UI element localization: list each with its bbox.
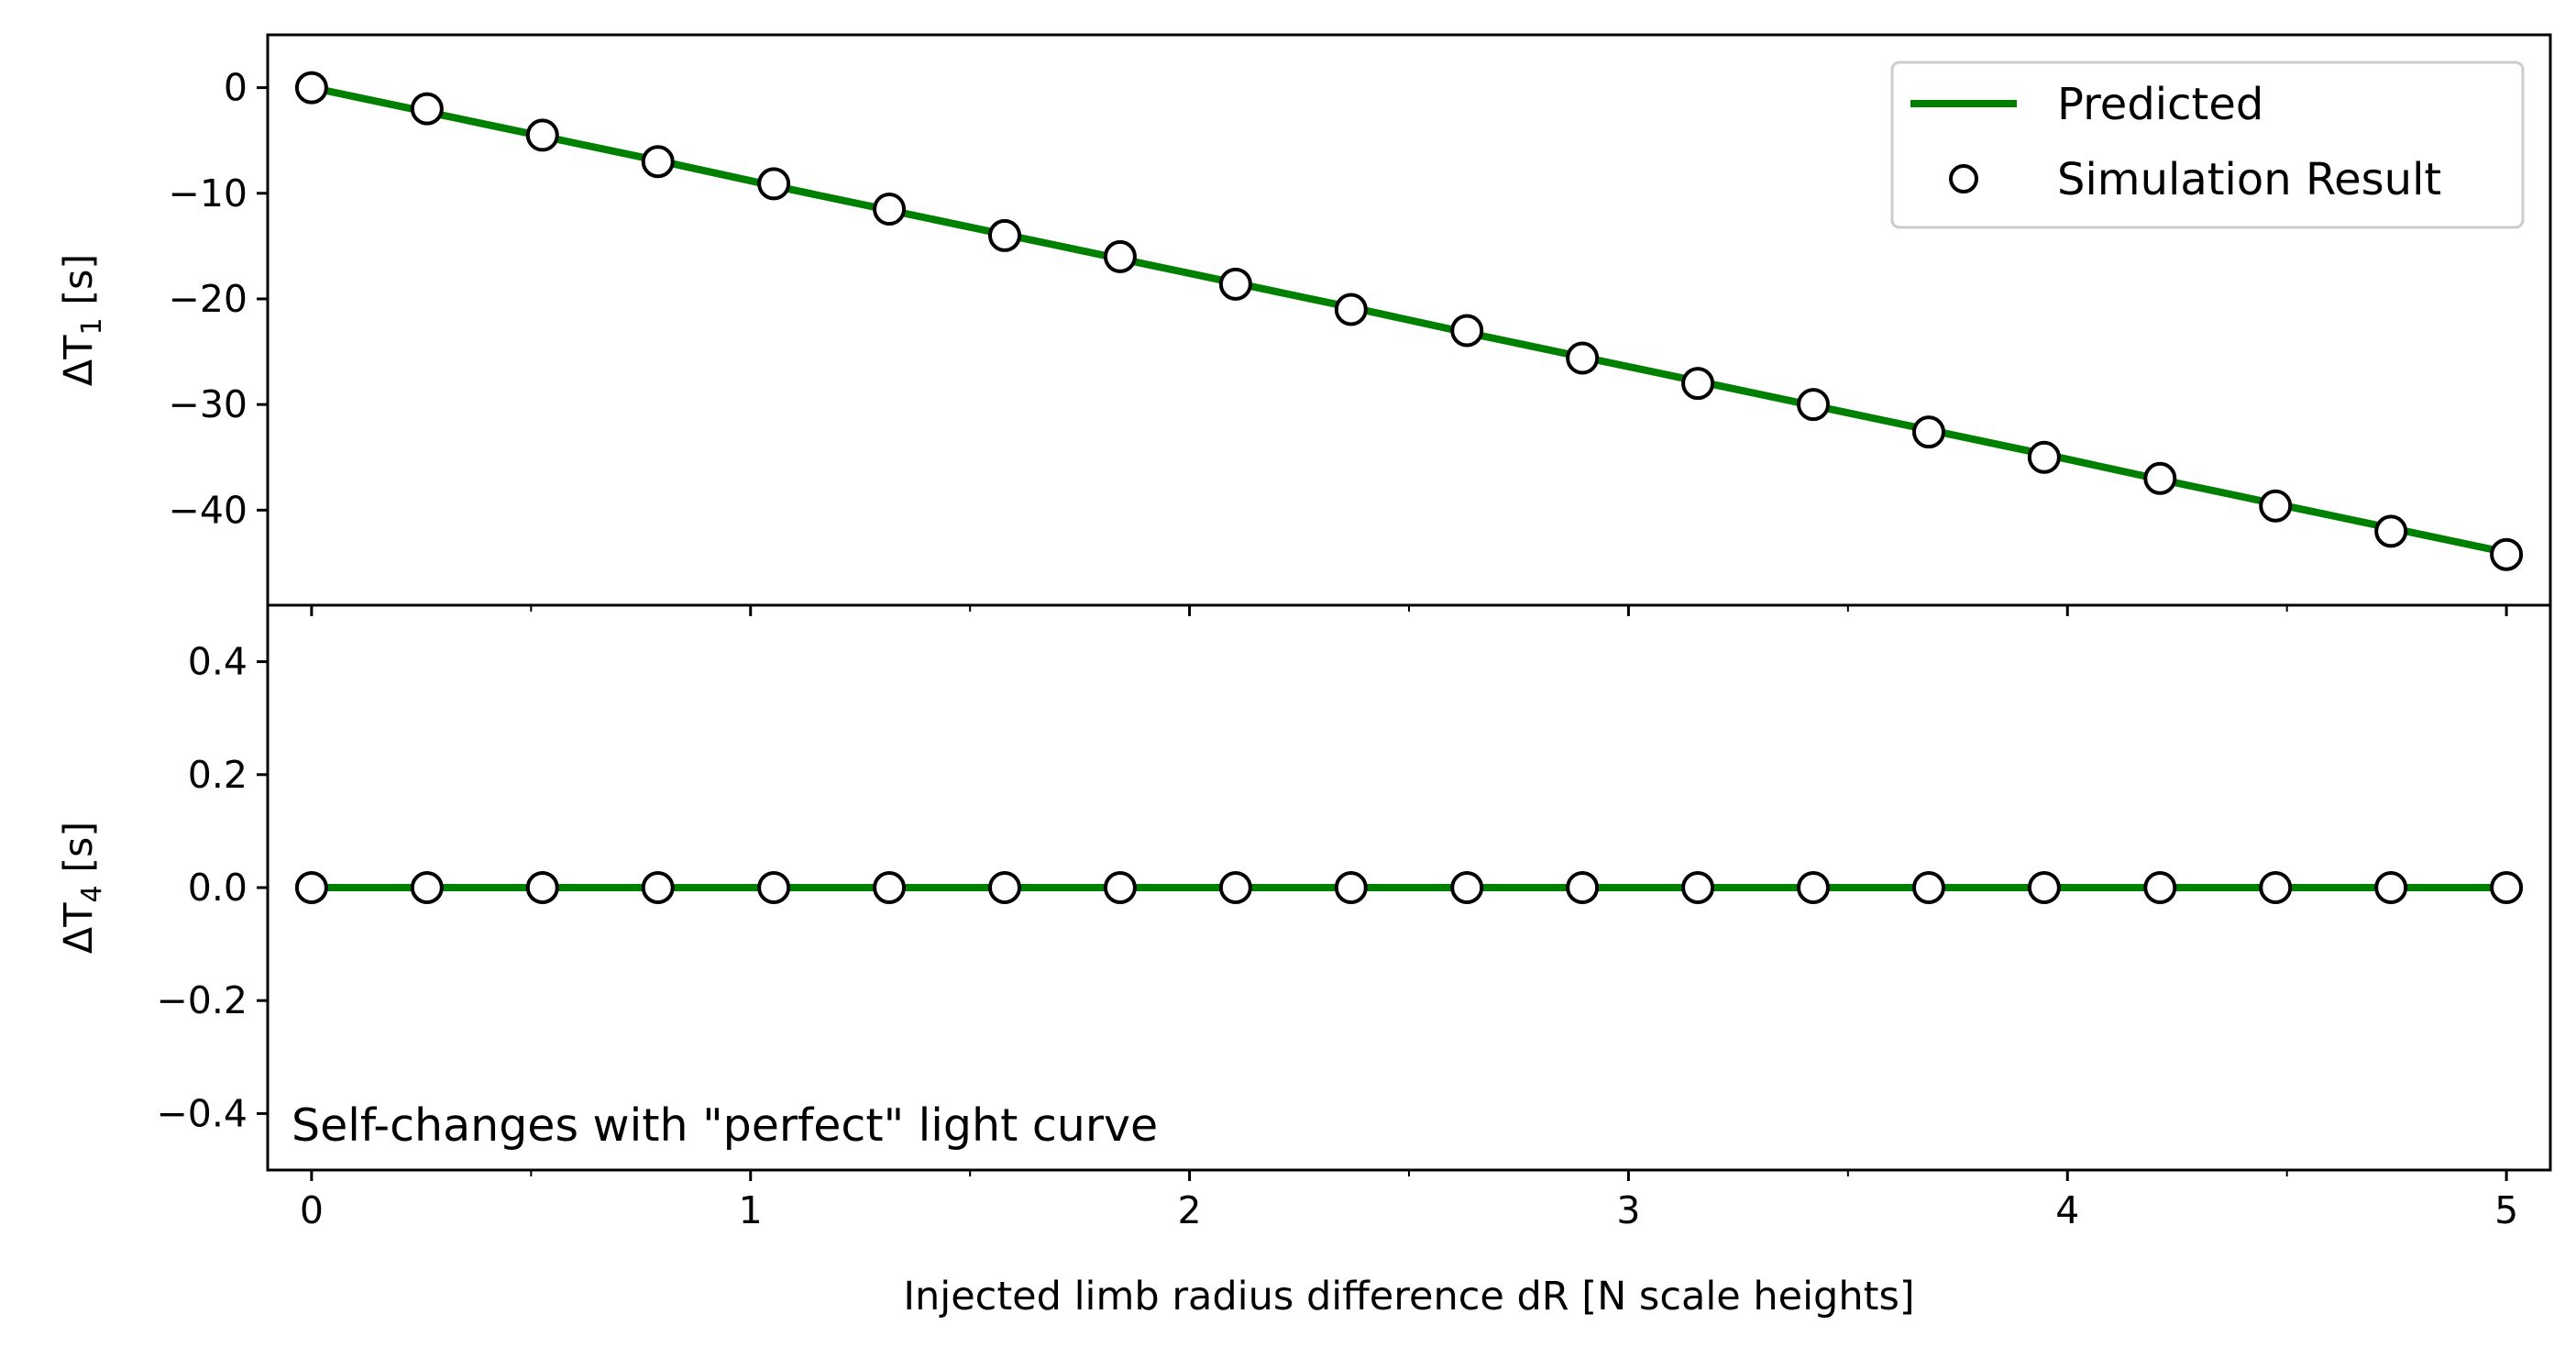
top-simulation-point bbox=[1681, 367, 1715, 401]
bottom-simulation-point bbox=[2027, 871, 2061, 904]
bottom-y-tick-label: 0.4 bbox=[188, 640, 248, 684]
top-simulation-point bbox=[2143, 461, 2177, 495]
top-y-tick-label: −10 bbox=[168, 171, 248, 215]
x-tick-label: 0 bbox=[300, 1188, 324, 1232]
top-simulation-point bbox=[1911, 415, 1945, 449]
bottom-simulation-point bbox=[1218, 871, 1252, 904]
top-y-tick-label: 0 bbox=[224, 66, 248, 110]
bottom-simulation-point bbox=[1566, 871, 1600, 904]
top-simulation-point bbox=[294, 71, 328, 105]
top-y-axis-label: ΔT1 [s] bbox=[56, 254, 108, 386]
top-simulation-point bbox=[2027, 440, 2061, 474]
top-simulation-point bbox=[873, 193, 907, 226]
bottom-x-ticks: 0 1 2 3 4 5 bbox=[300, 1170, 2518, 1232]
bottom-panel: 0.4 0.2 0.0 −0.2 −0.4 0 1 2 3 4 5 ΔT4 [s] Self-ch… bbox=[56, 603, 2552, 1319]
top-simulation-point bbox=[757, 167, 791, 201]
bottom-simulation-point bbox=[2259, 871, 2293, 904]
top-predicted-line bbox=[311, 83, 2507, 557]
bottom-simulation-point bbox=[641, 871, 675, 904]
top-panel: 0 −10 −20 −30 −40 ΔT1 [s] Predicted Simulati… bbox=[56, 33, 2552, 616]
bottom-y-ticks: 0.4 0.2 0.0 −0.2 −0.4 bbox=[156, 640, 268, 1135]
bottom-simulation-point bbox=[2374, 871, 2408, 904]
bottom-simulation-point bbox=[525, 871, 559, 904]
top-simulation-point bbox=[987, 218, 1021, 252]
x-tick-label: 5 bbox=[2494, 1188, 2518, 1232]
x-tick-label: 4 bbox=[2055, 1188, 2079, 1232]
bottom-series bbox=[294, 871, 2524, 904]
top-y-tick-label: −30 bbox=[168, 382, 248, 426]
legend-predicted-label: Predicted bbox=[2057, 79, 2263, 130]
top-simulation-point bbox=[2259, 489, 2293, 523]
top-simulation-point bbox=[1566, 341, 1600, 375]
x-axis-label: Injected limb radius difference dR [N sc… bbox=[903, 1274, 1914, 1319]
bottom-simulation-point bbox=[987, 871, 1021, 904]
legend-simulation-swatch bbox=[1949, 164, 1978, 193]
top-simulation-point bbox=[2490, 537, 2524, 571]
panel-annotation: Self-changes with "perfect" light curve bbox=[292, 1099, 1158, 1152]
x-tick-label: 3 bbox=[1616, 1188, 1640, 1232]
top-simulation-point bbox=[525, 118, 559, 152]
x-tick-label: 1 bbox=[739, 1188, 763, 1232]
bottom-simulation-point bbox=[294, 871, 328, 904]
bottom-y-axis-label: ΔT4 [s] bbox=[56, 822, 108, 954]
top-simulation-point bbox=[1218, 267, 1252, 301]
bottom-y-tick-label: −0.2 bbox=[156, 978, 248, 1022]
bottom-y-tick-label: 0.2 bbox=[188, 753, 248, 797]
top-simulation-point bbox=[410, 92, 444, 126]
bottom-simulation-point bbox=[2490, 871, 2524, 904]
legend-box bbox=[1890, 61, 2525, 229]
bottom-simulation-point bbox=[1681, 871, 1715, 904]
top-series bbox=[294, 71, 2524, 571]
top-y-tick-label: −40 bbox=[168, 488, 248, 532]
bottom-y-tick-label: 0.0 bbox=[188, 866, 248, 910]
top-simulation-point bbox=[641, 145, 675, 179]
legend: Predicted Simulation Result bbox=[1890, 61, 2525, 229]
bottom-simulation-point bbox=[757, 871, 791, 904]
top-simulation-point bbox=[2374, 514, 2408, 548]
bottom-simulation-point bbox=[1450, 871, 1484, 904]
bottom-simulation-point bbox=[410, 871, 444, 904]
top-simulation-point bbox=[1103, 239, 1137, 273]
bottom-simulation-point bbox=[1797, 871, 1831, 904]
top-simulation-point bbox=[1450, 314, 1484, 348]
top-simulation-point bbox=[1797, 388, 1831, 422]
bottom-simulation-point bbox=[1103, 871, 1137, 904]
bottom-y-tick-label: −0.4 bbox=[156, 1091, 248, 1135]
bottom-simulation-point bbox=[2143, 871, 2177, 904]
top-simulation-point bbox=[1334, 293, 1368, 326]
top-y-ticks: 0 −10 −20 −30 −40 bbox=[168, 66, 268, 532]
bottom-simulation-point bbox=[873, 871, 907, 904]
top-y-tick-label: −20 bbox=[168, 277, 248, 321]
bottom-axes-frame bbox=[266, 603, 2552, 1172]
x-tick-label: 2 bbox=[1178, 1188, 1202, 1232]
bottom-simulation-point bbox=[1334, 871, 1368, 904]
bottom-simulation-point bbox=[1911, 871, 1945, 904]
legend-simulation-label: Simulation Result bbox=[2057, 154, 2441, 205]
